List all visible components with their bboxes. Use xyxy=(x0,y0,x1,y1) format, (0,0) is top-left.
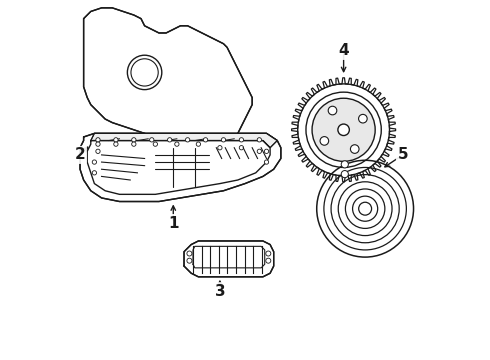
Text: 2: 2 xyxy=(74,147,85,162)
Circle shape xyxy=(96,142,100,146)
Circle shape xyxy=(350,145,359,153)
Text: 3: 3 xyxy=(215,284,225,299)
Circle shape xyxy=(114,142,118,146)
Circle shape xyxy=(265,149,269,153)
Polygon shape xyxy=(80,134,281,202)
Circle shape xyxy=(359,114,367,123)
Polygon shape xyxy=(91,134,277,148)
Circle shape xyxy=(312,98,375,161)
Circle shape xyxy=(132,138,136,142)
Circle shape xyxy=(168,138,172,142)
Polygon shape xyxy=(184,241,274,277)
Circle shape xyxy=(317,160,414,257)
Circle shape xyxy=(341,171,348,178)
Circle shape xyxy=(96,138,100,142)
Circle shape xyxy=(266,258,271,263)
Circle shape xyxy=(186,138,190,142)
Circle shape xyxy=(196,142,200,146)
Circle shape xyxy=(265,160,269,164)
Circle shape xyxy=(218,145,222,150)
Circle shape xyxy=(153,142,157,146)
Circle shape xyxy=(175,142,179,146)
Circle shape xyxy=(239,145,244,150)
Circle shape xyxy=(239,138,244,142)
Circle shape xyxy=(96,149,100,153)
Circle shape xyxy=(286,72,401,187)
Circle shape xyxy=(221,138,225,142)
Circle shape xyxy=(320,136,329,145)
Circle shape xyxy=(187,251,192,256)
Circle shape xyxy=(92,160,97,164)
Circle shape xyxy=(257,149,262,153)
Text: 5: 5 xyxy=(397,147,408,162)
Circle shape xyxy=(266,251,271,256)
Circle shape xyxy=(203,138,208,142)
Text: 1: 1 xyxy=(168,216,178,230)
Circle shape xyxy=(328,106,337,115)
Circle shape xyxy=(257,138,262,142)
Circle shape xyxy=(132,142,136,146)
Circle shape xyxy=(338,124,349,135)
Circle shape xyxy=(92,171,97,175)
Circle shape xyxy=(341,161,348,168)
Circle shape xyxy=(149,138,154,142)
Circle shape xyxy=(187,258,192,263)
Circle shape xyxy=(114,138,118,142)
Polygon shape xyxy=(84,8,252,151)
Text: 4: 4 xyxy=(338,44,349,58)
